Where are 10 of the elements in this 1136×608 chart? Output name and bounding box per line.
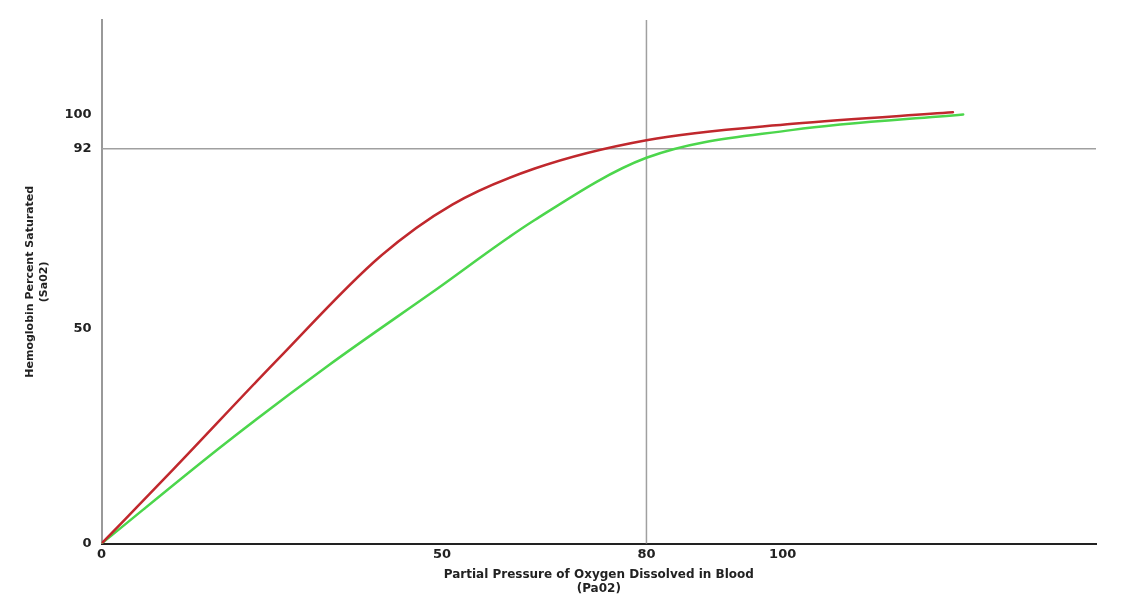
y-tick-label: 50 [73,320,92,336]
y-tick-label: 0 [82,534,92,550]
y-tick-label: 92 [73,140,92,156]
y-axis-title: Hemoglobin Percent Saturated (Sa02) [23,185,50,378]
x-tick-label: 80 [637,545,656,561]
x-tick-label: 0 [97,545,107,561]
x-tick-label: 50 [433,545,452,561]
x-axis-title: Partial Pressure of Oxygen Dissolved in Blood (Pa02) [443,566,754,595]
x-tick-label: 100 [769,545,797,561]
y-tick-label: 100 [64,105,92,121]
